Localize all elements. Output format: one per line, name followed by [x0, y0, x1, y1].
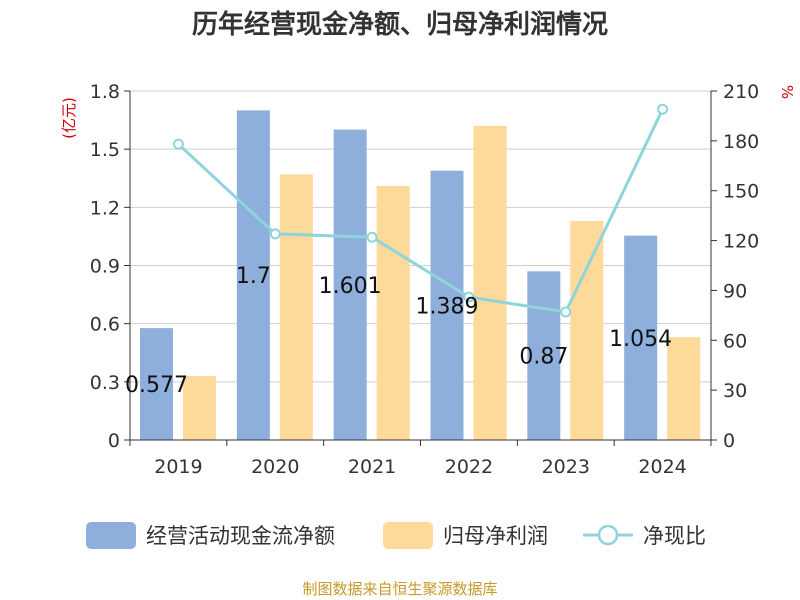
bar-data-label: 1.054: [609, 327, 672, 352]
legend: 经营活动现金流净额 归母净利润 净现比: [86, 522, 706, 549]
legend-swatch-operating-cashflow: [86, 522, 136, 549]
bar-operating-cashflow: [527, 271, 561, 440]
legend-label-ratio: 净现比: [643, 524, 706, 548]
legend-label-operating-cashflow: 经营活动现金流净额: [146, 524, 335, 548]
x-tick-label: 2022: [445, 456, 493, 478]
ratio-line: [172, 103, 669, 318]
y-right-tick-label: 150: [723, 181, 759, 203]
bar-net-profit: [473, 125, 507, 441]
y-left-axis-label: (亿元): [60, 97, 78, 139]
bar-net-profit: [376, 186, 410, 440]
y-right-tick-label: 210: [723, 81, 759, 103]
y-left-tick-label: 0: [108, 430, 120, 452]
ratio-line-path: [177, 108, 664, 314]
y-left-tick-label: 0.3: [90, 372, 120, 394]
y-left-tick-label: 1.8: [90, 81, 120, 103]
legend-label-net-profit: 归母净利润: [443, 524, 548, 548]
y-right-axis-label: %: [778, 85, 796, 99]
bar-data-label: 1.389: [416, 294, 479, 319]
source-note: 制图数据来自恒生聚源数据库: [302, 580, 498, 598]
ratio-point: [657, 103, 669, 115]
y-right-tick-label: 180: [723, 131, 759, 153]
y-right-tick-label: 60: [723, 330, 747, 352]
bar-operating-cashflow: [430, 170, 464, 440]
y-right-tick-label: 0: [723, 430, 735, 452]
y-right-tick-label: 120: [723, 231, 759, 253]
bar-group: [140, 110, 701, 441]
chart-title: 历年经营现金净额、归母净利润情况: [191, 10, 608, 40]
y-right-tick-label: 90: [723, 280, 747, 302]
y-left-tick-label: 0.6: [90, 314, 120, 336]
bar-data-label: 1.601: [319, 274, 382, 299]
bar-net-profit: [570, 220, 604, 440]
data-labels: 0.577 1.7 1.601 1.389 0.87 1.054: [125, 264, 672, 398]
bar-operating-cashflow: [236, 110, 270, 440]
axes: 0 0.3 0.6 0.9 1.2 1.5 1.8 0 30 60 90 120 150 180 210 (亿…: [60, 81, 796, 478]
ratio-point: [560, 306, 572, 318]
bar-net-profit: [183, 376, 216, 440]
x-tick-label: 2023: [542, 456, 590, 478]
ratio-point: [463, 291, 475, 303]
bar-net-profit: [279, 174, 313, 440]
chart: 0 0.3 0.6 0.9 1.2 1.5 1.8 0 30 60 90 120 150 180 210 (亿…: [60, 81, 796, 549]
bar-operating-cashflow: [624, 235, 658, 440]
bar-operating-cashflow: [140, 328, 173, 440]
bar-data-label: 0.577: [125, 373, 188, 398]
ratio-point: [269, 228, 281, 240]
ratio-point: [366, 231, 378, 243]
bar-data-label: 1.7: [236, 264, 271, 289]
x-tick-label: 2021: [348, 456, 396, 478]
bar-net-profit: [667, 337, 701, 440]
legend-swatch-net-profit: [383, 522, 433, 549]
y-right-tick-label: 30: [723, 380, 747, 402]
y-left-tick-label: 0.9: [90, 256, 120, 278]
y-left-tick-label: 1.5: [90, 139, 120, 161]
x-tick-label: 2019: [154, 456, 202, 478]
y-left-tick-label: 1.2: [90, 197, 120, 219]
bar-data-label: 0.87: [519, 345, 568, 370]
legend-swatch-ratio-marker: [597, 524, 619, 546]
x-tick-label: 2024: [638, 456, 686, 478]
x-tick-label: 2020: [251, 456, 299, 478]
bar-operating-cashflow: [333, 129, 367, 440]
ratio-point: [172, 138, 184, 150]
